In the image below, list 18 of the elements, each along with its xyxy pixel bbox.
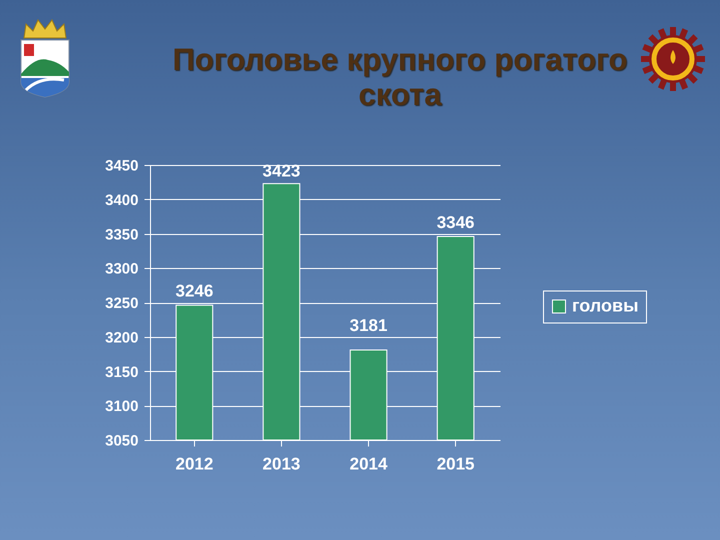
y-tick-label: 3200: [105, 329, 138, 346]
x-tick-label: 2015: [436, 454, 475, 474]
legend-label: головы: [572, 296, 638, 316]
x-tick-label: 2013: [262, 454, 300, 474]
chart-title: Поголовье крупного рогатого скота: [172, 42, 628, 112]
data-label: 3346: [436, 212, 475, 232]
x-tick-label: 2014: [350, 454, 388, 474]
y-tick-label: 3300: [105, 260, 138, 278]
y-tick-label: 3150: [105, 364, 138, 381]
y-tick-label: 3100: [105, 398, 138, 416]
x-tick-label: 2012: [175, 454, 214, 474]
y-tick-label: 3350: [105, 226, 138, 244]
y-tick-label: 3050: [105, 432, 138, 450]
data-label: 3246: [175, 282, 214, 300]
y-tick-label: 3400: [105, 192, 138, 209]
data-label: 3181: [350, 316, 388, 335]
y-tick-label: 3450: [105, 158, 138, 174]
y-tick-label: 3250: [105, 295, 138, 312]
